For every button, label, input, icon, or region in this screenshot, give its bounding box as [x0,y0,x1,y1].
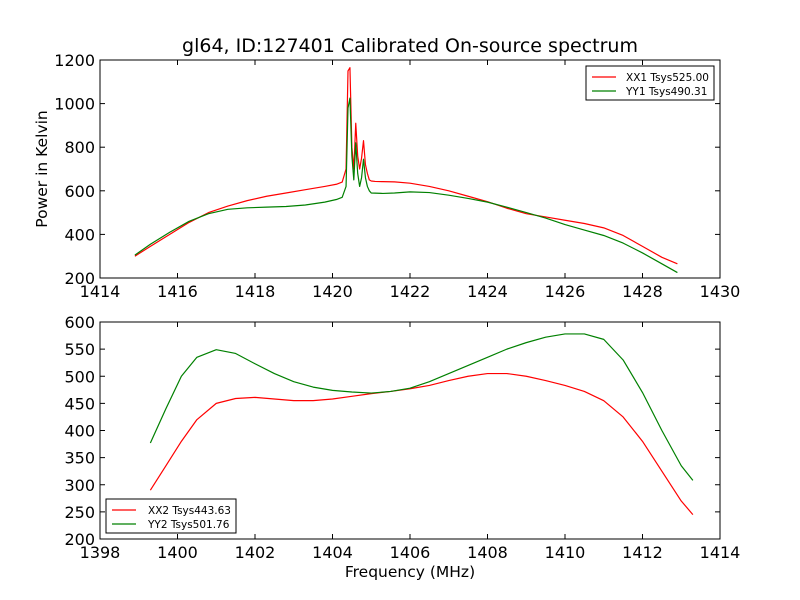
top-ytick-label: 1200 [54,51,95,70]
bottom-series-line-1 [149,372,694,515]
top-ytick-label: 200 [64,269,95,288]
top-chart-title: gl64, ID:127401 Calibrated On-source spe… [182,35,638,57]
top-xtick-label: 1422 [390,282,431,301]
bottom-xtick-label: 1408 [467,543,508,562]
bottom-xtick-label: 1410 [545,543,586,562]
bottom-ytick-label: 450 [64,394,95,413]
top-xtick-label: 1414 [80,282,121,301]
bottom-ytick-label: 400 [64,422,95,441]
top-legend-box [585,65,715,101]
bottom-chart-xlabel: Frequency (MHz) [345,563,475,581]
top-xtick-label: 1420 [312,282,353,301]
bottom-ytick-label: 600 [64,313,95,332]
top-xtick-label: 1430 [700,282,741,301]
top-chart-ylabel: Power in Kelvin [33,110,51,227]
bottom-legend: XX2 Tsys443.63 YY2 Tsys501.76 [105,498,237,534]
bottom-xtick-label: 1414 [700,543,741,562]
top-ytick-label: 400 [64,225,95,244]
bottom-legend-box [105,498,237,534]
top-xtick-label: 1424 [467,282,508,301]
bottom-xtick-label: 1398 [80,543,121,562]
top-xtick-label: 1416 [157,282,198,301]
top-series-line-2 [134,97,678,274]
bottom-ytick-label: 350 [64,449,95,468]
bottom-ytick-label: 300 [64,476,95,495]
top-ytick-label: 1000 [54,95,95,114]
top-xtick-label: 1426 [545,282,586,301]
top-ytick-label: 600 [64,182,95,201]
bottom-ytick-label: 250 [64,503,95,522]
bottom-series-line-2 [149,333,694,481]
bottom-chart: 1398 1400 1402 1404 1406 1408 1410 1412 1414 200 2… [64,313,740,562]
bottom-xtick-label: 1404 [312,543,353,562]
bottom-ytick-label: 200 [64,530,95,549]
top-legend-entry: XX1 Tsys525.00 [626,72,709,84]
bottom-xtick-label: 1406 [390,543,431,562]
bottom-xtick-label: 1402 [235,543,276,562]
top-xtick-label: 1428 [622,282,663,301]
bottom-xtick-label: 1400 [157,543,198,562]
bottom-xtick-label: 1412 [622,543,663,562]
bottom-legend-entry: XX2 Tsys443.63 [148,505,231,517]
top-legend-entry: YY1 Tsys490.31 [625,86,707,98]
top-legend: XX1 Tsys525.00 YY1 Tsys490.31 [585,65,715,101]
bottom-legend-entry: YY2 Tsys501.76 [147,519,230,531]
bottom-ytick-label: 550 [64,340,95,359]
top-ytick-label: 800 [64,138,95,157]
top-chart: 1414 1416 1418 1420 1422 1424 1426 1428 1430 200 4… [54,51,740,301]
top-xtick-label: 1418 [235,282,276,301]
bottom-ytick-label: 500 [64,367,95,386]
